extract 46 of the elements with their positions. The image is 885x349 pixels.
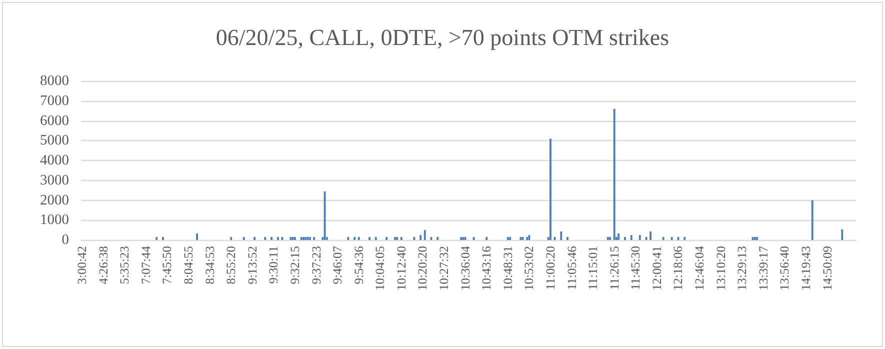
x-tick-label: 13:39:17 [756, 246, 770, 290]
y-tick-label: 5000 [40, 132, 69, 149]
y-tick-label: 2000 [40, 192, 69, 208]
x-tick-label: 10:53:02 [522, 246, 536, 290]
x-tick-label: 12:00:41 [650, 246, 664, 290]
x-tick-label: 8:55:20 [224, 246, 238, 284]
x-tick-label: 9:13:52 [245, 246, 260, 284]
x-tick-label: 14:50:09 [820, 246, 834, 290]
x-tick-label: 8:34:53 [202, 246, 217, 284]
x-tick-label: 10:20:20 [416, 246, 430, 290]
y-tick-label: 7000 [40, 92, 69, 109]
x-tick-label: 10:12:40 [394, 246, 408, 290]
x-tick-label: 9:37:23 [309, 246, 324, 284]
x-tick-label: 3:00:42 [75, 246, 90, 284]
x-tick-label: 5:35:23 [118, 246, 132, 284]
x-tick-label: 11:15:01 [586, 246, 600, 290]
x-tick-label: 11:05:46 [564, 246, 579, 290]
y-tick-label: 6000 [40, 112, 69, 129]
x-tick-label: 11:26:15 [607, 246, 622, 290]
x-tick-label: 13:56:40 [778, 246, 792, 290]
y-tick-label: 4000 [40, 152, 69, 168]
x-tick-label: 10:36:04 [458, 245, 472, 290]
x-tick-label: 9:46:07 [330, 246, 345, 284]
x-tick-label: 13:29:13 [735, 246, 750, 290]
y-tick-label: 8000 [40, 73, 69, 89]
x-tick-label: 9:30:11 [266, 246, 281, 284]
x-tick-label: 12:18:06 [671, 246, 686, 290]
chart-title: 06/20/25, CALL, 0DTE, >70 points OTM strikes [216, 25, 670, 50]
x-tick-label: 12:46:04 [692, 245, 707, 290]
x-tick-label: 10:04:05 [373, 246, 388, 290]
y-tick-label: 1000 [40, 212, 69, 228]
y-tick-label: 0 [62, 232, 69, 248]
y-tick-label: 3000 [40, 172, 69, 188]
x-tick-label: 4:26:38 [96, 246, 110, 284]
x-tick-label: 14:19:43 [798, 246, 813, 290]
x-tick-label: 11:00:20 [543, 246, 558, 290]
x-tick-label: 7:07:44 [138, 245, 153, 284]
x-tick-label: 9:54:36 [352, 246, 366, 284]
x-tick-label: 7:45:50 [160, 246, 174, 284]
x-tick-label: 8:04:55 [182, 246, 196, 284]
x-tick-label: 9:32:15 [288, 246, 302, 284]
x-tick-label: 11:45:30 [628, 246, 643, 290]
x-tick-label: 10:48:31 [500, 246, 515, 290]
x-tick-label: 13:10:20 [714, 246, 728, 290]
x-tick-label: 10:27:32 [437, 246, 452, 290]
x-tick-label: 10:43:16 [480, 246, 494, 290]
